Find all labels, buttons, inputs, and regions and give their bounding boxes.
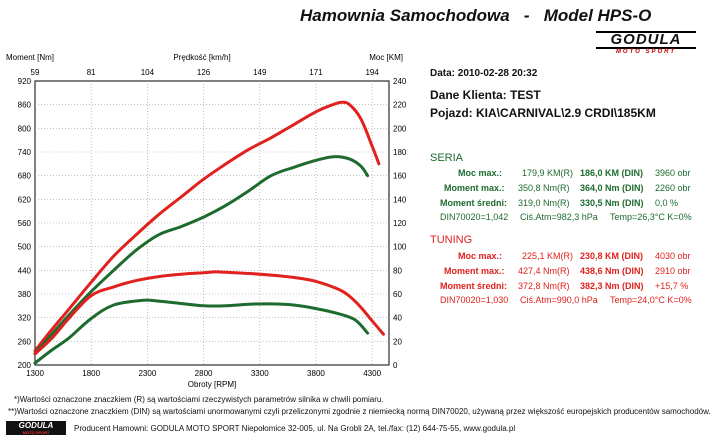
footnote-r: *)Wartości oznaczone znaczkiem (R) są wa… bbox=[14, 395, 384, 404]
series-line-seria_moment bbox=[33, 298, 370, 365]
left-tick-label: 800 bbox=[18, 124, 32, 133]
x-tick-label: 2300 bbox=[138, 369, 156, 378]
series-line-seria_moc bbox=[33, 155, 370, 355]
seria-din: DIN70020=1,042 bbox=[440, 212, 509, 222]
tuning-temp: Temp=24,0°C K=0% bbox=[610, 295, 692, 305]
tuning-mom-rpm: 2910 obr bbox=[655, 266, 691, 276]
x-tick-label: 4300 bbox=[363, 369, 381, 378]
seria-temp: Temp=26,3°C K=0% bbox=[610, 212, 692, 222]
seria-moc-rpm: 3960 obr bbox=[655, 168, 691, 178]
left-tick-label: 500 bbox=[18, 243, 32, 252]
seria-sr-pct: 0,0 % bbox=[655, 198, 679, 208]
tuning-moc-rpm: 4030 obr bbox=[655, 251, 691, 261]
tuning-sr-pct: +15,7 % bbox=[655, 281, 689, 291]
seria-mom-r: 350,8 Nm(R) bbox=[518, 183, 570, 193]
seria-atm: Ciś.Atm=982,3 hPa bbox=[520, 212, 598, 222]
tuning-sr-din: 382,3 Nm (DIN) bbox=[580, 281, 644, 291]
top-tick-label: 81 bbox=[87, 68, 96, 77]
left-tick-label: 680 bbox=[18, 172, 32, 181]
right-tick-label: 140 bbox=[393, 195, 407, 204]
tuning-mom-label: Moment max.: bbox=[444, 266, 505, 276]
top-tick-label: 171 bbox=[309, 68, 323, 77]
right-tick-label: 180 bbox=[393, 148, 407, 157]
left-tick-label: 320 bbox=[18, 314, 32, 323]
footer-logo-brand: GODULA bbox=[18, 421, 54, 430]
left-tick-label: 380 bbox=[18, 290, 32, 299]
tuning-mom-r: 427,4 Nm(R) bbox=[518, 266, 570, 276]
seria-sr-din: 330,5 Nm (DIN) bbox=[580, 198, 644, 208]
seria-title: SERIA bbox=[430, 152, 464, 164]
right-tick-label: 40 bbox=[393, 314, 402, 323]
test-date: Data: 2010-02-28 20:32 bbox=[430, 68, 538, 79]
tuning-moc-label: Moc max.: bbox=[458, 251, 503, 261]
right-tick-label: 80 bbox=[393, 266, 402, 275]
seria-mom-rpm: 2260 obr bbox=[655, 183, 691, 193]
x-tick-label: 3300 bbox=[251, 369, 269, 378]
top-tick-label: 194 bbox=[365, 68, 379, 77]
right-tick-label: 100 bbox=[393, 243, 407, 252]
producer-info: Producent Hamowni: GODULA MOTO SPORT Nie… bbox=[74, 424, 516, 433]
right-tick-label: 120 bbox=[393, 219, 407, 228]
seria-mom-din: 364,0 Nm (DIN) bbox=[580, 183, 644, 193]
left-tick-label: 200 bbox=[18, 361, 32, 370]
top-axis-title: Prędkość [km/h] bbox=[173, 53, 230, 62]
page-title: Hamownia Samochodowa - Model HPS-O bbox=[300, 6, 652, 25]
left-tick-label: 860 bbox=[18, 101, 32, 110]
top-tick-label: 59 bbox=[31, 68, 40, 77]
left-tick-label: 260 bbox=[18, 337, 32, 346]
right-tick-label: 60 bbox=[393, 290, 402, 299]
logo-brand: GODULA bbox=[596, 31, 696, 49]
seria-mom-label: Moment max.: bbox=[444, 183, 505, 193]
x-tick-label: 2800 bbox=[195, 369, 213, 378]
right-tick-label: 0 bbox=[393, 361, 398, 370]
right-tick-label: 220 bbox=[393, 101, 407, 110]
right-tick-label: 160 bbox=[393, 172, 407, 181]
left-tick-label: 440 bbox=[18, 266, 32, 275]
right-tick-label: 240 bbox=[393, 77, 407, 86]
seria-moc-label: Moc max.: bbox=[458, 168, 503, 178]
left-tick-label: 920 bbox=[18, 77, 32, 86]
series-line-tuning_moc bbox=[33, 100, 381, 353]
seria-moc-r: 179,9 KM(R) bbox=[522, 168, 574, 178]
tuning-sr-label: Moment średni: bbox=[440, 281, 508, 291]
tuning-moc-r: 225,1 KM(R) bbox=[522, 251, 574, 261]
tuning-mom-din: 438,6 Nm (DIN) bbox=[580, 266, 644, 276]
seria-moc-din: 186,0 KM (DIN) bbox=[580, 168, 644, 178]
seria-sr-r: 319,0 Nm(R) bbox=[518, 198, 570, 208]
top-tick-label: 149 bbox=[253, 68, 267, 77]
footnote-din: **)Wartości oznaczone znaczkiem (DIN) są… bbox=[8, 407, 711, 416]
logo-sub: MOTO SPORT bbox=[615, 49, 677, 55]
right-tick-label: 20 bbox=[393, 337, 402, 346]
top-tick-label: 126 bbox=[197, 68, 211, 77]
tuning-din: DIN70020=1,030 bbox=[440, 295, 509, 305]
x-tick-label: 3800 bbox=[307, 369, 325, 378]
x-tick-label: 1800 bbox=[82, 369, 100, 378]
right-tick-label: 200 bbox=[393, 124, 407, 133]
left-tick-label: 740 bbox=[18, 148, 32, 157]
godula-logo: GODULA MOTO SPORT bbox=[596, 31, 696, 57]
left-axis-title: Moment [Nm] bbox=[6, 53, 54, 62]
tuning-moc-din: 230,8 KM (DIN) bbox=[580, 251, 644, 261]
footer-logo-sub: MOTO SPORT bbox=[22, 430, 50, 435]
client-name: Dane Klienta: TEST bbox=[430, 88, 541, 102]
vehicle-name: Pojazd: KIA\CARNIVAL\2.9 CRDI\185KM bbox=[430, 106, 656, 120]
series-line-tuning_moment bbox=[33, 270, 385, 356]
x-tick-label: 1300 bbox=[26, 369, 44, 378]
seria-sr-label: Moment średni: bbox=[440, 198, 508, 208]
tuning-atm: Ciś.Atm=990,0 hPa bbox=[520, 295, 598, 305]
left-tick-label: 560 bbox=[18, 219, 32, 228]
top-tick-label: 104 bbox=[141, 68, 155, 77]
footer-logo: GODULA MOTO SPORT bbox=[6, 421, 66, 435]
tuning-title: TUNING bbox=[430, 234, 473, 246]
left-tick-label: 620 bbox=[18, 195, 32, 204]
x-axis-title: Obroty [RPM] bbox=[188, 380, 236, 389]
right-axis-title: Moc [KM] bbox=[369, 53, 403, 62]
tuning-sr-r: 372,8 Nm(R) bbox=[518, 281, 570, 291]
